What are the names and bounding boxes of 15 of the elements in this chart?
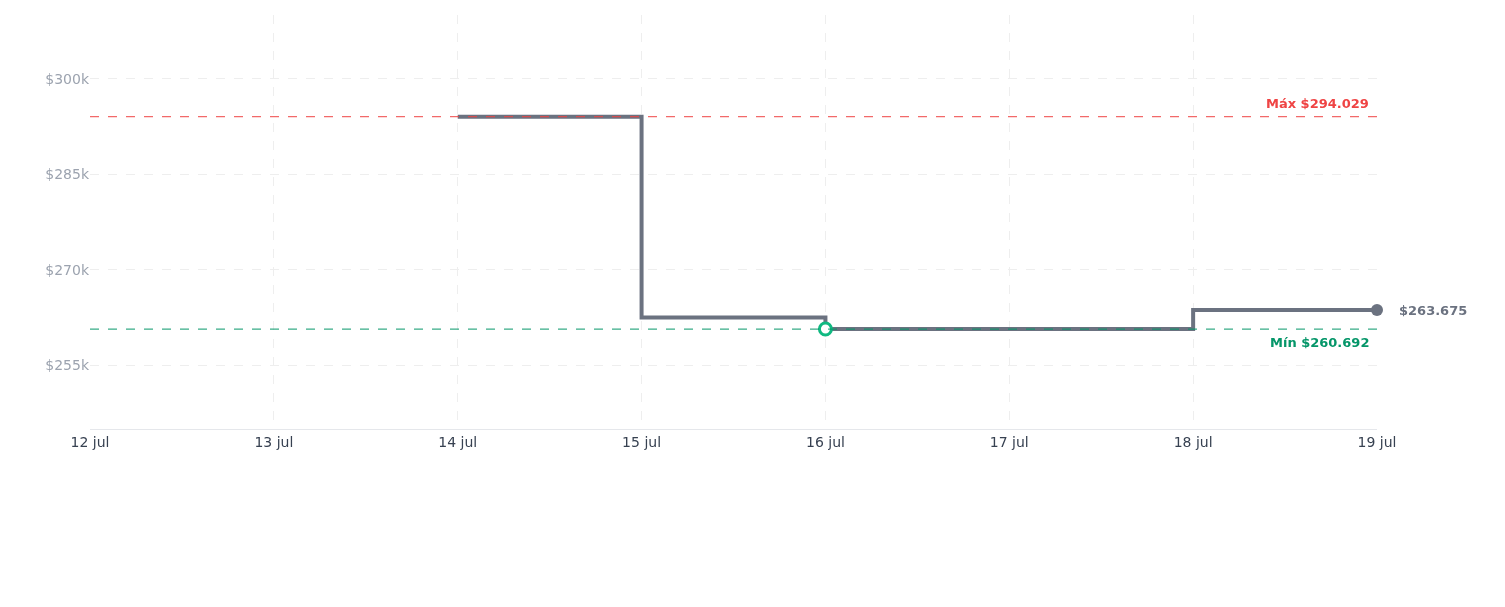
x-tick-label: 13 jul — [254, 433, 294, 450]
ref-line-label: Máx $294.029 — [1266, 96, 1369, 111]
x-tick-label: 15 jul — [622, 433, 662, 450]
y-tick-label: $270k — [45, 261, 90, 278]
ref-line-label: Mín $260.692 — [1270, 335, 1370, 350]
x-tick-label: 19 jul — [1357, 433, 1397, 450]
x-tick-label: 12 jul — [70, 433, 110, 450]
x-tick-label: 16 jul — [805, 433, 845, 450]
y-tick-label: $285k — [45, 166, 90, 183]
x-tick-label: 17 jul — [989, 433, 1029, 450]
annotation: $263.675 — [1399, 303, 1468, 318]
y-tick-label: $300k — [45, 70, 90, 87]
x-tick-label: 14 jul — [438, 433, 478, 450]
y-tick-label: $255k — [45, 357, 90, 374]
x-tick-label: 18 jul — [1173, 433, 1213, 450]
